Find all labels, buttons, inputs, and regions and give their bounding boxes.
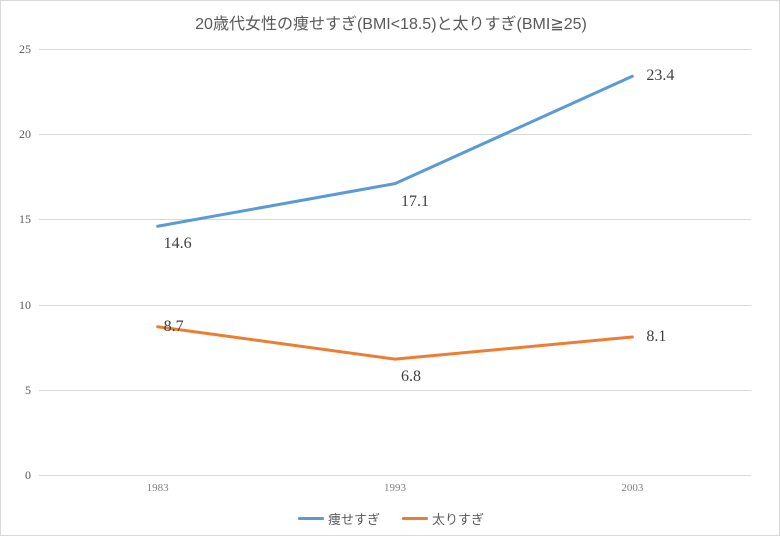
y-axis-tick-label: 15 — [19, 212, 31, 227]
gridline — [39, 475, 751, 476]
data-label: 8.1 — [646, 327, 667, 345]
y-axis-tick-label: 20 — [19, 127, 31, 142]
x-axis-tick-label: 1993 — [384, 482, 406, 494]
chart-title: 20歳代女性の痩せすぎ(BMI<18.5)と太りすぎ(BMI≧25) — [195, 16, 587, 33]
legend-color-swatch — [402, 517, 428, 520]
y-axis-tick-label: 25 — [19, 42, 31, 56]
gridline — [39, 49, 751, 50]
data-label: 8.7 — [163, 317, 184, 335]
x-axis-tick-label: 1983 — [146, 482, 169, 494]
gridline — [39, 219, 751, 221]
legend-color-swatch — [297, 517, 324, 520]
y-axis-tick-label: 10 — [19, 297, 31, 312]
legend-item-label: 太りすぎ — [432, 512, 485, 527]
series-line — [156, 74, 634, 228]
gridline — [39, 134, 751, 136]
y-axis-tick-label: 0 — [25, 468, 31, 482]
series-line — [156, 325, 634, 361]
chart-legend: 痩せすぎ 太りすぎ — [1, 509, 779, 528]
y-axis-tick-label: 5 — [25, 382, 31, 397]
data-label: 6.8 — [401, 368, 421, 386]
legend-item[interactable]: 痩せすぎ — [297, 509, 380, 528]
data-label: 14.6 — [163, 235, 192, 253]
legend-item[interactable]: 太りすぎ — [402, 509, 484, 528]
legend-item-label: 痩せすぎ — [327, 512, 380, 527]
gridline — [39, 389, 751, 391]
x-axis-tick-label: 2003 — [621, 482, 644, 494]
gridline — [39, 304, 751, 306]
data-label: 17.1 — [401, 192, 429, 210]
data-label: 23.4 — [646, 67, 675, 85]
